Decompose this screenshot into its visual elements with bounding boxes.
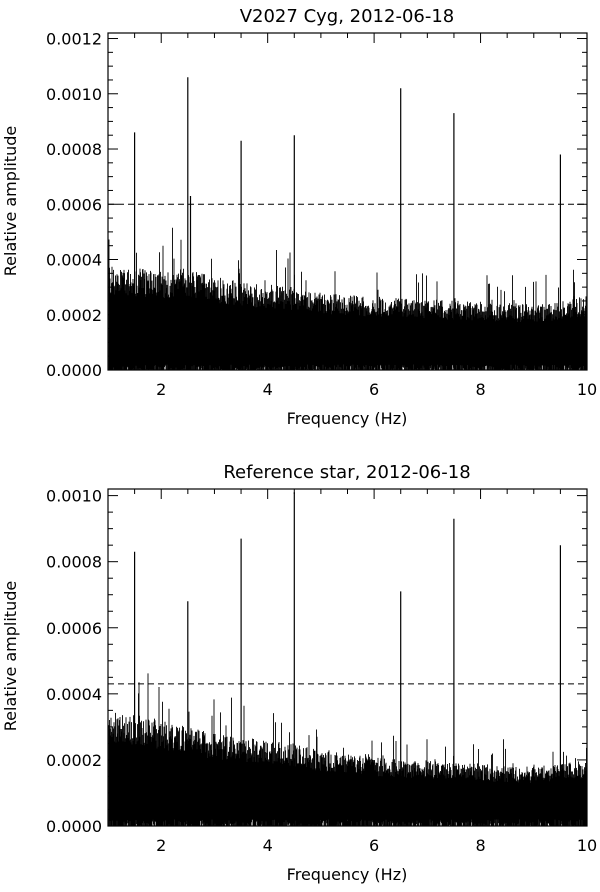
panel-top-xtick-label-2: 6: [369, 380, 379, 399]
panel-bottom-plot-frame: [107, 488, 588, 827]
panel-bottom-noise-spectrum: [108, 673, 587, 826]
panel-top-noise-path: [108, 227, 587, 370]
panel-top-ytick-label-6: 0.0012: [46, 30, 102, 49]
panel-bottom-ytick-label-3: 0.0006: [46, 619, 102, 638]
panel-top-ytick-label-0: 0.0000: [46, 361, 102, 380]
panel-top-xtick-label-4: 10: [577, 380, 597, 399]
panel-bottom-ytick-label-2: 0.0004: [46, 685, 102, 704]
panel-top-ytick-label-3: 0.0006: [46, 195, 102, 214]
panel-bottom-ylabel: Relative amplitude: [1, 581, 20, 731]
panel-top-ytick-label-4: 0.0008: [46, 140, 102, 159]
panel-top-ytick-label-1: 0.0002: [46, 306, 102, 325]
panel-top-title: V2027 Cyg, 2012-06-18: [240, 6, 455, 27]
panel-bottom-xtick-label-2: 6: [369, 836, 379, 855]
panel-top: V2027 Cyg, 2012-06-18 Frequency (Hz) Rel…: [1, 6, 597, 428]
panel-top-xtick-label-3: 8: [475, 380, 485, 399]
panel-top-xtick-label-0: 2: [156, 380, 166, 399]
panel-bottom-xtick-label-4: 10: [577, 836, 597, 855]
panel-top-plot-frame: [107, 32, 588, 371]
panel-top-ylabel: Relative amplitude: [1, 126, 20, 276]
panel-bottom-ytick-label-1: 0.0002: [46, 751, 102, 770]
panel-bottom-xlabel: Frequency (Hz): [287, 865, 408, 884]
panel-top-noise-spectrum: [108, 227, 587, 370]
panel-bottom-ytick-label-0: 0.0000: [46, 817, 102, 836]
panel-top-ytick-label-5: 0.0010: [46, 85, 102, 104]
panel-top-xlabel: Frequency (Hz): [287, 409, 408, 428]
panel-bottom-ytick-label-4: 0.0008: [46, 553, 102, 572]
panel-top-ytick-label-2: 0.0004: [46, 251, 102, 270]
panel-bottom: Reference star, 2012-06-18 Frequency (Hz…: [1, 462, 597, 884]
panel-bottom-noise-path: [108, 673, 587, 826]
panel-top-xtick-label-1: 4: [263, 380, 273, 399]
panel-bottom-xtick-label-3: 8: [475, 836, 485, 855]
panel-bottom-xtick-label-0: 2: [156, 836, 166, 855]
panel-bottom-ytick-label-5: 0.0010: [46, 487, 102, 506]
panel-bottom-xtick-label-1: 4: [263, 836, 273, 855]
panel-bottom-title: Reference star, 2012-06-18: [223, 462, 470, 483]
